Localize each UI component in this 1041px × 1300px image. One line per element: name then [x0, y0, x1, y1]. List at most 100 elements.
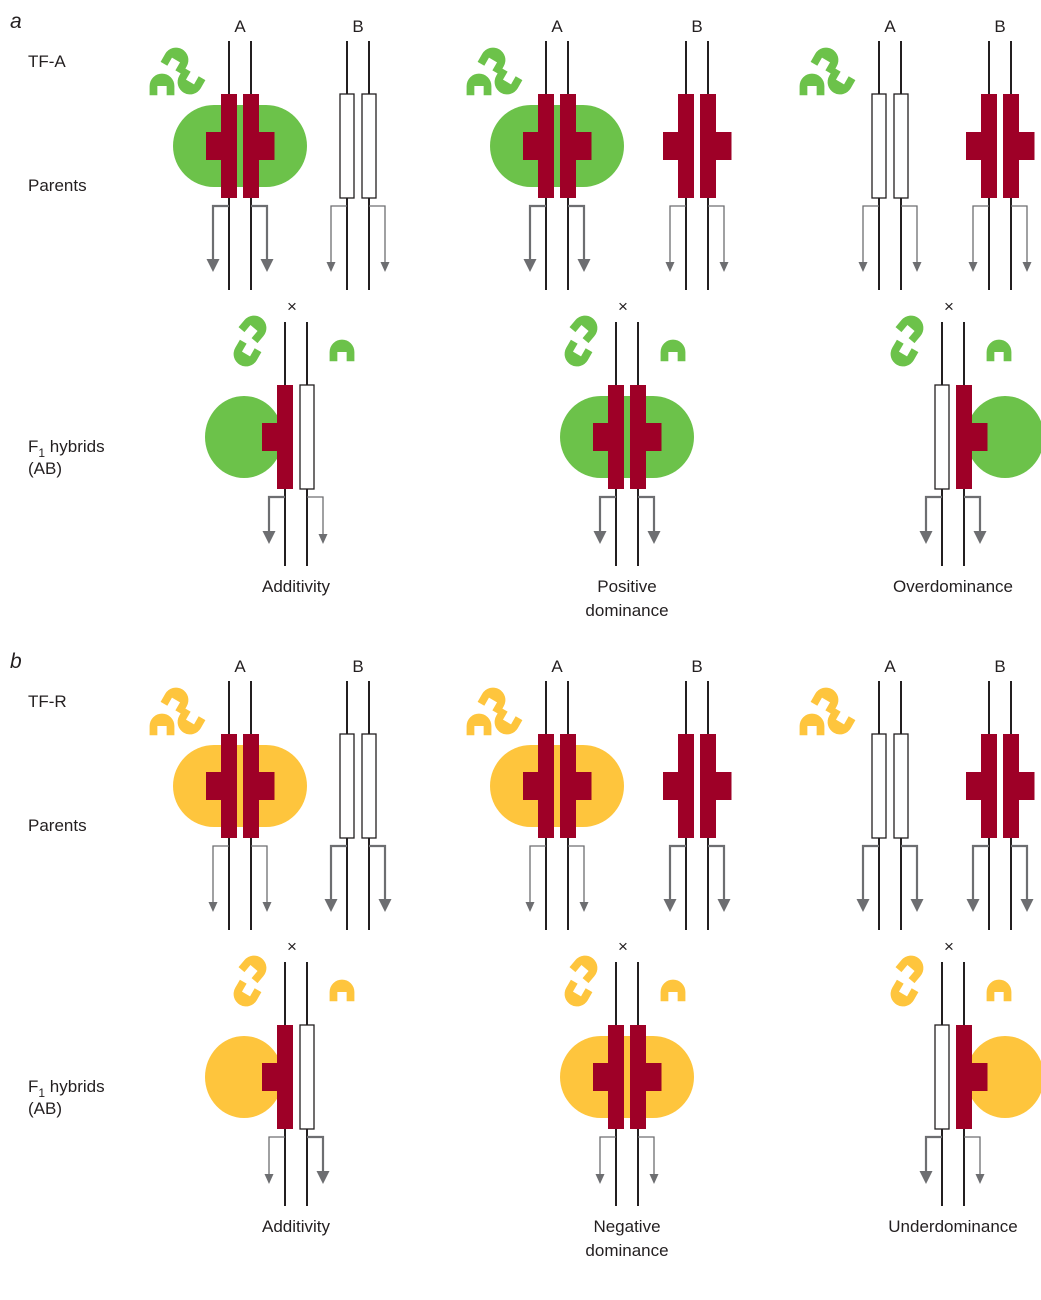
bound-factor — [490, 745, 624, 827]
arrow-shaft — [369, 844, 387, 900]
cis-element-tab — [646, 423, 662, 451]
cis-element — [934, 1024, 950, 1130]
transcription-arrow-icon — [262, 902, 272, 912]
transcription-factor-icon — [238, 950, 272, 984]
cis-element-tab — [576, 772, 592, 800]
cis-element-tab — [972, 423, 988, 451]
panel-letter: a — [10, 10, 22, 33]
factor-label: TF-A — [28, 52, 66, 71]
transcription-arrow-icon — [206, 259, 220, 272]
cis-element — [560, 94, 576, 198]
cis-element — [608, 385, 624, 489]
transcription-factor-icon — [799, 73, 825, 96]
row-label-ab: (AB) — [28, 1099, 62, 1118]
row-label-ab: (AB) — [28, 459, 62, 478]
outcome-0: A B × Additivity — [149, 657, 392, 1236]
bound-factor — [205, 1036, 283, 1118]
arrow-shaft — [901, 844, 919, 900]
transcription-arrow-icon — [523, 259, 537, 272]
transcription-factor-icon — [823, 67, 856, 99]
transcription-factor-icon — [569, 950, 603, 984]
outcome-1: A B × Positive dominance — [466, 17, 732, 620]
transcription-arrow-icon — [665, 262, 675, 272]
cis-element-tab — [966, 772, 982, 800]
transcription-factor-icon — [895, 310, 929, 344]
transcription-factor-icon — [810, 43, 843, 75]
allele-label: A — [234, 17, 246, 36]
transcription-arrow-icon — [264, 1174, 274, 1184]
transcription-factor-icon — [238, 310, 272, 344]
arrow-shaft — [307, 1135, 325, 1172]
transcription-factor-icon — [490, 67, 523, 99]
arrow-shaft — [901, 205, 918, 263]
allele-label: B — [994, 657, 1005, 676]
transcription-factor-icon — [810, 683, 843, 715]
cross-symbol: × — [944, 937, 954, 956]
cis-element-tab — [716, 772, 732, 800]
outcome-name: dominance — [585, 1241, 668, 1260]
transcription-factor-icon — [173, 707, 206, 739]
cis-element — [1003, 94, 1019, 198]
row-label-parents: Parents — [28, 816, 87, 835]
outcome-1: A B × Negative dominance — [466, 657, 732, 1260]
cis-element — [243, 94, 259, 198]
transcription-factor-icon — [560, 339, 593, 371]
transcription-arrow-icon — [1020, 899, 1034, 912]
arrow-shaft — [599, 1136, 616, 1175]
arrow-shaft — [638, 1136, 655, 1175]
allele-label: B — [691, 657, 702, 676]
arrow-shaft — [924, 495, 942, 532]
cis-element — [299, 1024, 315, 1130]
transcription-factor-icon — [466, 713, 492, 736]
cis-element — [361, 733, 377, 839]
cross-symbol: × — [287, 937, 297, 956]
transcription-factor-icon — [886, 979, 919, 1011]
allele-label: A — [551, 17, 563, 36]
allele-label: B — [691, 17, 702, 36]
cis-element-tab — [206, 772, 222, 800]
arrow-shaft — [708, 205, 725, 263]
transcription-arrow-icon — [647, 531, 661, 544]
transcription-arrow-icon — [973, 531, 987, 544]
transcription-arrow-icon — [380, 262, 390, 272]
bound-factor — [173, 745, 307, 827]
arrow-shaft — [971, 844, 989, 900]
cis-element — [277, 385, 293, 489]
cis-element — [630, 1025, 646, 1129]
bound-factor — [205, 396, 283, 478]
cis-element — [538, 734, 554, 838]
arrow-shaft — [1011, 205, 1028, 263]
arrow-shaft — [568, 204, 586, 260]
cis-element-tab — [593, 1063, 609, 1091]
arrow-shaft — [861, 844, 879, 900]
bound-factor — [560, 396, 694, 478]
arrow-shaft — [251, 204, 269, 260]
cis-element-tab — [966, 132, 982, 160]
panel-letter: b — [10, 650, 22, 673]
cis-element — [221, 734, 237, 838]
transcription-factor-icon — [466, 73, 492, 96]
cis-element — [934, 384, 950, 490]
transcription-arrow-icon — [856, 899, 870, 912]
cis-element-tab — [576, 132, 592, 160]
cis-element — [871, 733, 887, 839]
transcription-factor-icon — [569, 310, 603, 344]
allele-label: B — [994, 17, 1005, 36]
arrow-shaft — [972, 205, 989, 263]
transcription-arrow-icon — [966, 899, 980, 912]
cis-element-tab — [262, 423, 278, 451]
arrow-shaft — [329, 844, 347, 900]
transcription-factor-icon — [823, 707, 856, 739]
bound-factor — [966, 1036, 1041, 1118]
outcome-name: dominance — [585, 601, 668, 620]
cis-element — [299, 384, 315, 490]
cis-element-tab — [259, 772, 275, 800]
cis-element — [893, 733, 909, 839]
row-label-hybrids: F1 hybrids — [28, 1077, 105, 1100]
allele-label: A — [234, 657, 246, 676]
transcription-arrow-icon — [649, 1174, 659, 1184]
cis-element — [361, 93, 377, 199]
cis-element-tab — [972, 1063, 988, 1091]
arrow-shaft — [212, 845, 229, 903]
